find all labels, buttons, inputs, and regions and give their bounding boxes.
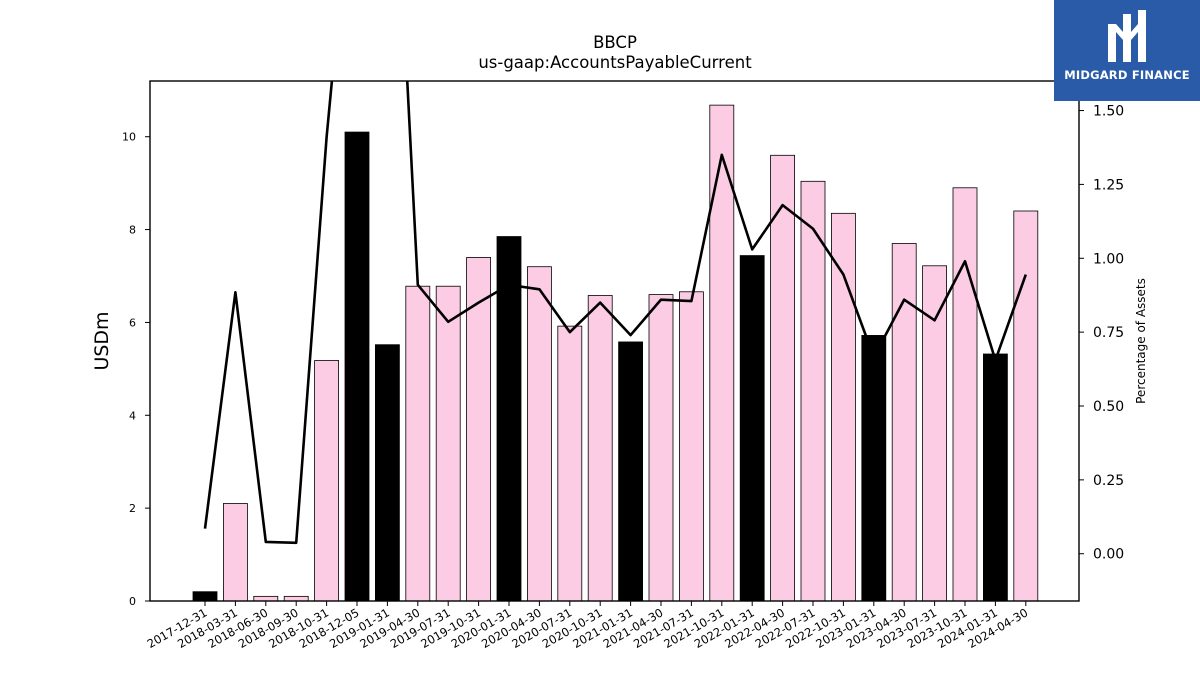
y2-axis-label: Percentage of Assets <box>1134 278 1148 404</box>
y2-tick-label: 1.00 <box>1093 251 1124 267</box>
bar-2020-10-31 <box>587 295 613 602</box>
bar-2022-07-31 <box>800 180 826 602</box>
y2-tick-label: 0.00 <box>1093 547 1124 563</box>
bar-2018-10-31 <box>314 360 340 602</box>
y2-tick-label: 0.50 <box>1093 399 1124 415</box>
bar-2022-10-31 <box>831 212 856 602</box>
bar-2019-07-31 <box>435 285 461 602</box>
y-tick-label: 2 <box>129 502 136 515</box>
bar-2024-04-30 <box>1013 210 1039 602</box>
bar-2022-01-31 <box>739 255 765 602</box>
bar-2023-07-31 <box>922 265 947 602</box>
y-tick-label: 4 <box>129 409 136 422</box>
chart-title: BBCP <box>593 33 637 52</box>
bar-2023-10-31 <box>952 187 978 602</box>
y-tick-label: 8 <box>129 224 136 237</box>
bar-2021-07-31 <box>679 291 704 602</box>
bar-2023-01-31 <box>861 335 887 602</box>
logo-text: MIDGARD FINANCE <box>1064 68 1190 82</box>
bar-2019-10-31 <box>466 257 492 602</box>
bar-2020-04-30 <box>527 266 552 602</box>
bar-2019-01-31 <box>374 344 400 602</box>
y2-tick-label: 1.50 <box>1093 104 1124 120</box>
bar-2022-04-30 <box>770 154 795 602</box>
bar-2020-01-31 <box>496 236 522 602</box>
bar-2021-01-31 <box>618 341 643 602</box>
y-tick-label: 6 <box>129 316 136 329</box>
y2-tick-label: 0.75 <box>1093 325 1124 341</box>
y2-tick-label: 1.25 <box>1093 177 1124 193</box>
bar-2023-04-30 <box>891 243 917 602</box>
plot-frame <box>149 80 1080 602</box>
bar-2020-07-31 <box>557 325 583 602</box>
midgard-logo-icon <box>1108 10 1146 62</box>
midgard-finance-logo: MIDGARD FINANCE <box>1054 0 1200 101</box>
bar-2018-12-05 <box>344 131 370 602</box>
y-tick-label: 0 <box>129 595 136 608</box>
bar-2019-04-30 <box>405 285 431 602</box>
percentage-line <box>203 81 1028 545</box>
bar-2024-01-31 <box>983 353 1008 602</box>
chart-subtitle: us-gaap:AccountsPayableCurrent <box>478 53 752 72</box>
y-tick-label: 10 <box>122 131 136 144</box>
bar-2017-12-31 <box>192 591 218 602</box>
bar-2021-04-30 <box>648 294 674 602</box>
y-axis-label: USDm <box>91 311 113 370</box>
bar-2018-03-31 <box>222 503 248 602</box>
y2-tick-label: 0.25 <box>1093 473 1124 489</box>
